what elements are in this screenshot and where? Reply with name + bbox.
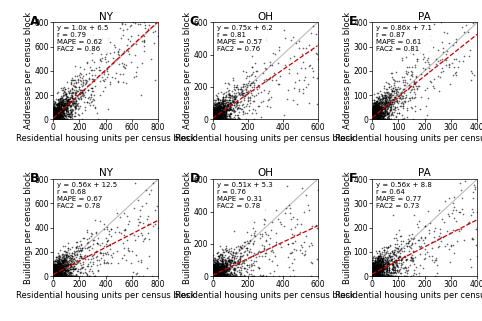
Text: D: D [189, 171, 200, 185]
Text: y = 0.51x + 5.3
r = 0.76
MAPE = 0.31
FAC2 = 0.78: y = 0.51x + 5.3 r = 0.76 MAPE = 0.31 FAC… [217, 182, 272, 209]
Text: C: C [189, 15, 199, 28]
Text: E: E [349, 15, 358, 28]
Text: y = 0.56x + 12.5
r = 0.68
MAPE = 0.67
FAC2 = 0.78: y = 0.56x + 12.5 r = 0.68 MAPE = 0.67 FA… [57, 182, 117, 209]
Y-axis label: Buildings per census block: Buildings per census block [184, 171, 192, 284]
Y-axis label: Buildings per census block: Buildings per census block [24, 171, 33, 284]
Text: y = 0.56x + 8.8
r = 0.64
MAPE = 0.77
FAC2 = 0.73: y = 0.56x + 8.8 r = 0.64 MAPE = 0.77 FAC… [376, 182, 432, 209]
Text: B: B [30, 171, 40, 185]
Title: OH: OH [257, 169, 273, 178]
Title: NY: NY [98, 12, 112, 22]
X-axis label: Residential housing units per census block: Residential housing units per census blo… [15, 134, 195, 143]
Y-axis label: Addresses per census block: Addresses per census block [184, 12, 192, 129]
Y-axis label: Addresses per census block: Addresses per census block [343, 12, 352, 129]
Title: NY: NY [98, 169, 112, 178]
Text: y = 0.75x + 6.2
r = 0.81
MAPE = 0.57
FAC2 = 0.76: y = 0.75x + 6.2 r = 0.81 MAPE = 0.57 FAC… [217, 25, 272, 52]
Y-axis label: Addresses per census block: Addresses per census block [24, 12, 33, 129]
Title: PA: PA [418, 169, 431, 178]
Title: OH: OH [257, 12, 273, 22]
Text: y = 0.86x + 7.1
r = 0.87
MAPE = 0.61
FAC2 = 0.81: y = 0.86x + 7.1 r = 0.87 MAPE = 0.61 FAC… [376, 25, 432, 52]
X-axis label: Residential housing units per census block: Residential housing units per census blo… [175, 291, 355, 299]
Text: F: F [349, 171, 358, 185]
Text: A: A [30, 15, 40, 28]
X-axis label: Residential housing units per census block: Residential housing units per census blo… [335, 134, 482, 143]
Y-axis label: Buildings per census block: Buildings per census block [343, 171, 352, 284]
Title: PA: PA [418, 12, 431, 22]
Text: y = 1.0x + 6.5
r = 0.79
MAPE = 0.62
FAC2 = 0.86: y = 1.0x + 6.5 r = 0.79 MAPE = 0.62 FAC2… [57, 25, 108, 52]
X-axis label: Residential housing units per census block: Residential housing units per census blo… [335, 291, 482, 299]
X-axis label: Residential housing units per census block: Residential housing units per census blo… [175, 134, 355, 143]
X-axis label: Residential housing units per census block: Residential housing units per census blo… [15, 291, 195, 299]
